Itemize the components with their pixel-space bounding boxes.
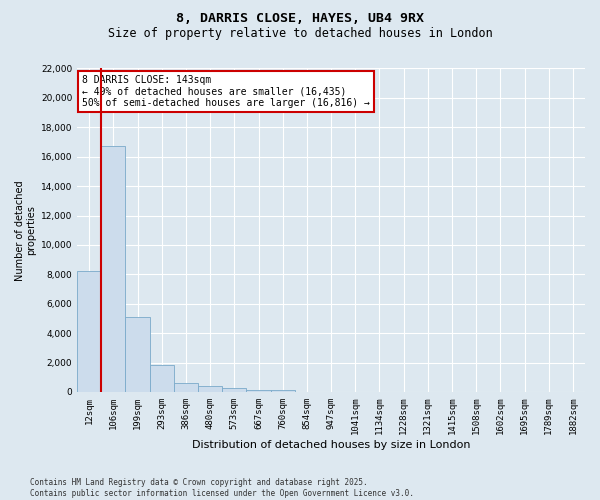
Bar [222,388,247,392]
Text: Contains HM Land Registry data © Crown copyright and database right 2025.
Contai: Contains HM Land Registry data © Crown c… [30,478,414,498]
Bar [101,146,125,392]
Bar [125,317,149,392]
Bar [198,386,222,392]
Bar [77,272,101,392]
Text: 8 DARRIS CLOSE: 143sqm
← 49% of detached houses are smaller (16,435)
50% of semi: 8 DARRIS CLOSE: 143sqm ← 49% of detached… [82,75,370,108]
Bar [247,390,271,392]
Bar [149,365,174,392]
Bar [174,383,198,392]
Text: Size of property relative to detached houses in London: Size of property relative to detached ho… [107,28,493,40]
Y-axis label: Number of detached
properties: Number of detached properties [15,180,37,280]
X-axis label: Distribution of detached houses by size in London: Distribution of detached houses by size … [192,440,470,450]
Text: 8, DARRIS CLOSE, HAYES, UB4 9RX: 8, DARRIS CLOSE, HAYES, UB4 9RX [176,12,424,26]
Bar [271,390,295,392]
